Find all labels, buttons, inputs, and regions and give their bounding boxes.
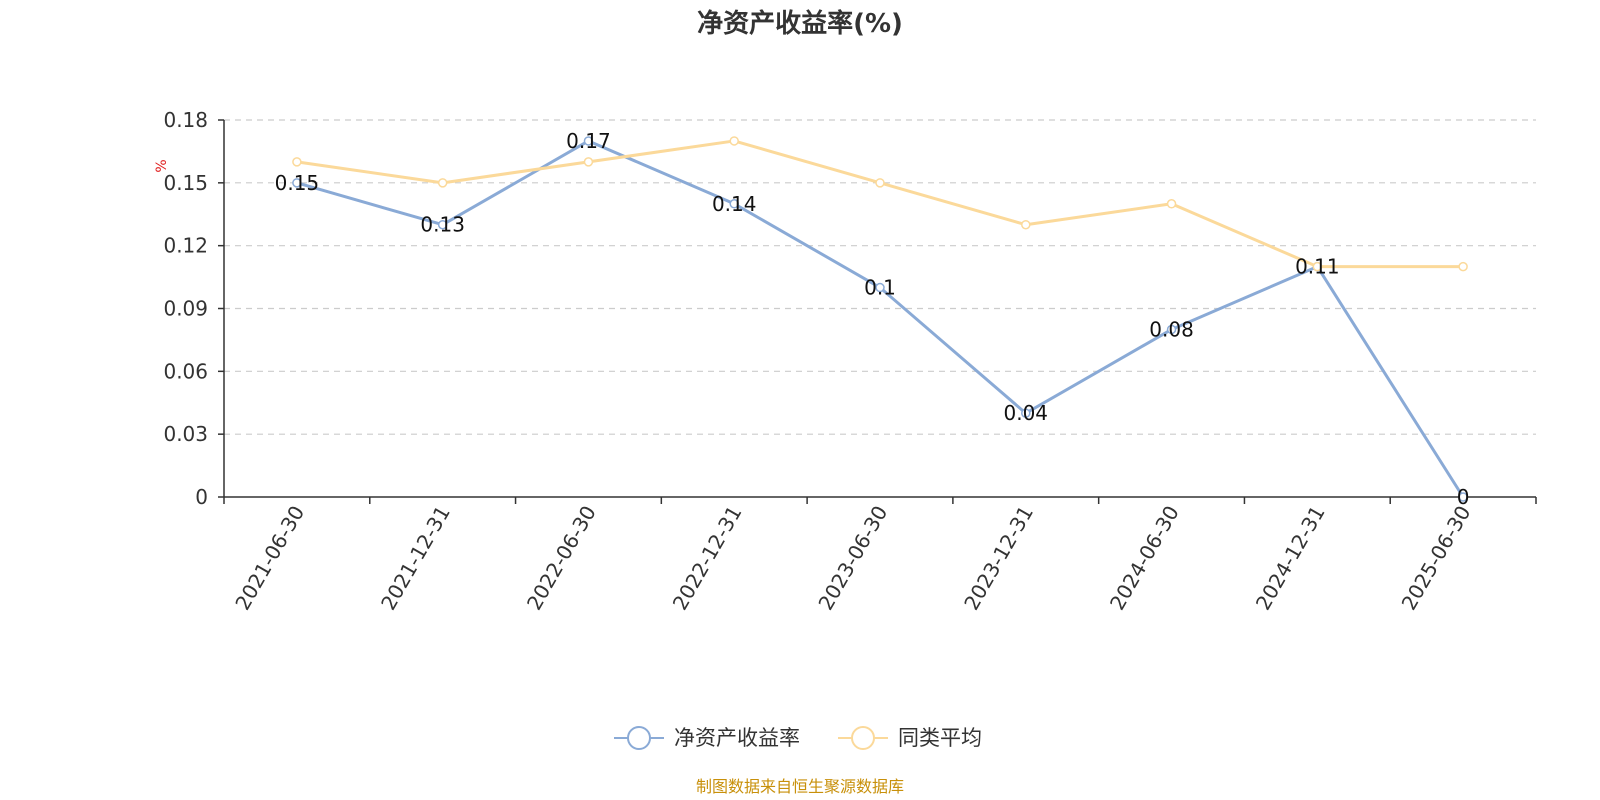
x-tick-label: 2022-12-31 xyxy=(668,502,747,615)
legend-marker xyxy=(627,726,651,750)
series-2-point xyxy=(1458,261,1468,272)
legend-label: 净资产收益率 xyxy=(674,726,800,750)
x-tick-label: 2021-12-31 xyxy=(376,501,455,614)
series-2-point xyxy=(1166,199,1177,209)
y-axis-unit-label: % xyxy=(154,159,170,172)
y-tick-label: 0.03 xyxy=(163,422,208,446)
y-tick-label: 0.12 xyxy=(163,234,208,258)
series-line-2 xyxy=(296,139,1464,269)
legend-item-1[interactable]: 净资产收益率 xyxy=(614,726,800,750)
grid-lines xyxy=(224,119,1536,435)
series-1-point xyxy=(1166,324,1177,335)
legend-marker xyxy=(851,726,875,750)
data-label: 0.17 xyxy=(566,129,611,153)
series-1-point xyxy=(437,219,448,230)
x-tick-label: 2021-06-30 xyxy=(230,502,309,615)
series-1-point xyxy=(729,199,739,209)
series-1-point xyxy=(292,178,302,188)
series-2-point xyxy=(583,157,594,167)
series-2-point xyxy=(1312,261,1323,272)
x-tick-label: 2025-06-30 xyxy=(1397,502,1476,615)
y-tick-label: 0.06 xyxy=(163,359,208,383)
data-label: 0.04 xyxy=(1004,401,1049,425)
series-group xyxy=(292,136,1468,502)
series-2-point xyxy=(875,178,885,188)
data-label: 0.13 xyxy=(420,213,465,237)
series-2-point xyxy=(292,157,302,167)
source-note: 制图数据来自恒生聚源数据库 xyxy=(696,777,904,796)
x-tick-label: 2023-06-30 xyxy=(813,502,892,615)
data-labels: 0.15 0.13 0.17 0.14 0.1 0.04 0.08 0.11 0 xyxy=(275,129,1470,509)
y-tick-labels: 0 0.03 0.06 0.09 0.12 0.15 0.18 xyxy=(163,108,208,509)
data-label: 0.08 xyxy=(1149,317,1194,341)
series-2-point xyxy=(729,136,739,146)
x-tick-label: 2022-06-30 xyxy=(522,502,601,615)
data-label: 0.14 xyxy=(712,192,757,216)
chart-title: 净资产收益率(%) xyxy=(697,8,903,39)
x-tick-labels: 2021-06-30 2021-12-31 2022-06-30 2022-12-31… xyxy=(230,501,1475,614)
series-1-point xyxy=(875,282,885,293)
y-tick-label: 0.09 xyxy=(163,297,208,321)
legend-label: 同类平均 xyxy=(898,726,982,750)
x-tick-label: 2024-06-30 xyxy=(1105,502,1184,615)
series-1-point xyxy=(583,136,594,146)
data-label: 0.15 xyxy=(275,171,320,195)
y-tick-label: 0 xyxy=(195,485,208,509)
series-2-point xyxy=(1021,219,1031,230)
data-label: 0.11 xyxy=(1295,255,1340,279)
x-tick-label: 2023-12-31 xyxy=(959,502,1038,615)
legend-item-2[interactable]: 同类平均 xyxy=(838,726,982,750)
x-tick-label: 2024-12-31 xyxy=(1251,502,1330,615)
series-1-point xyxy=(1458,492,1468,502)
y-tick-label: 0.15 xyxy=(163,171,208,195)
y-tick-label: 0.18 xyxy=(163,108,208,132)
series-2-point xyxy=(437,178,448,188)
series-line-1 xyxy=(296,139,1465,498)
series-1-point xyxy=(1021,408,1031,418)
legend[interactable]: 净资产收益率 同类平均 xyxy=(614,726,982,750)
data-label: 0.1 xyxy=(864,276,896,300)
data-label: 0 xyxy=(1457,485,1470,509)
axes xyxy=(218,119,1537,504)
